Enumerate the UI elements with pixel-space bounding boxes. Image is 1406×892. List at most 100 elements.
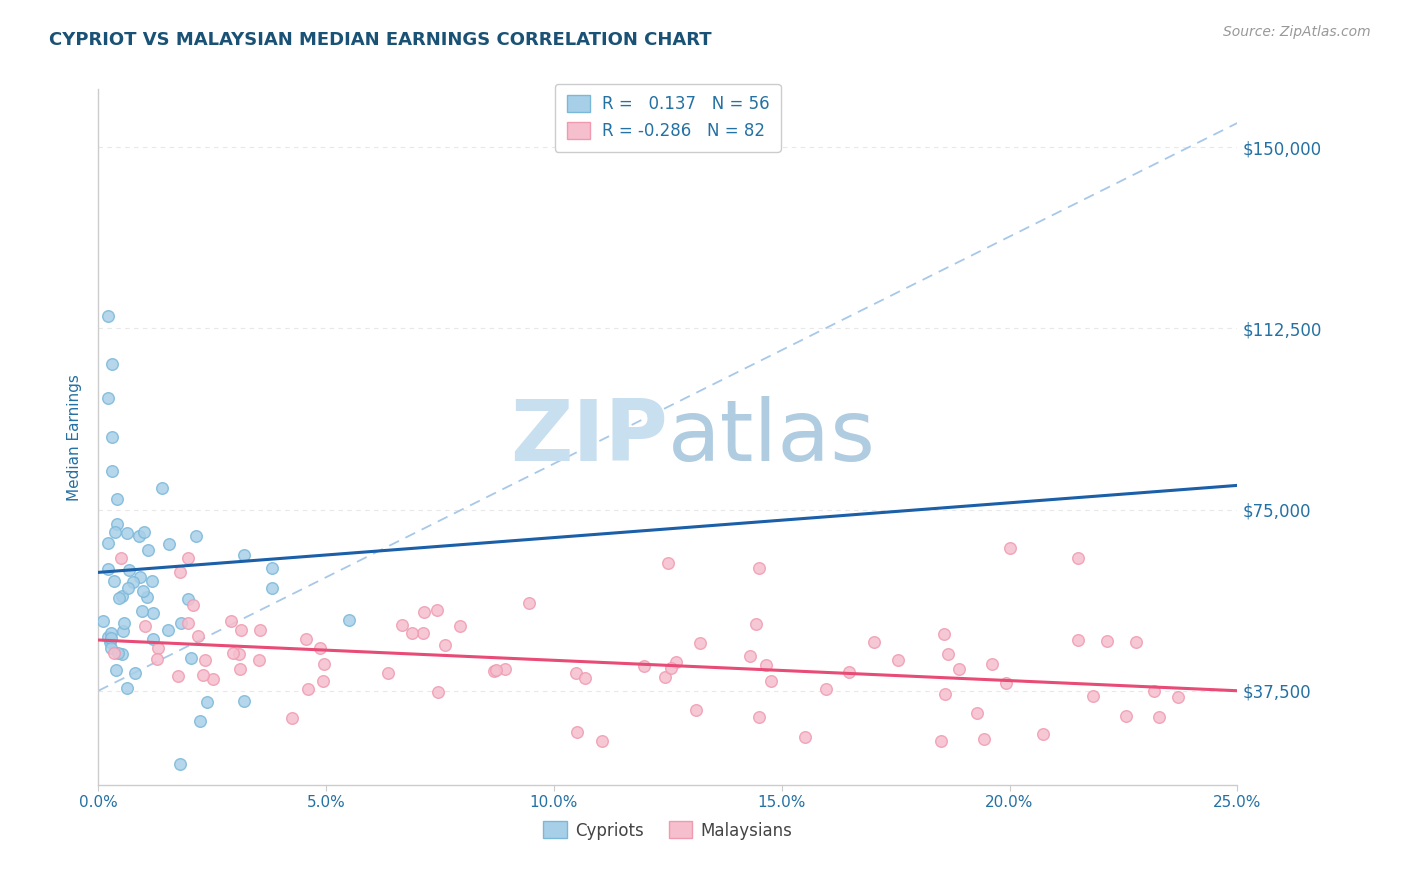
Point bbox=[685, 703, 707, 717]
Point bbox=[91, 840, 114, 855]
Point bbox=[312, 657, 335, 672]
Point bbox=[141, 606, 163, 620]
Point bbox=[485, 663, 508, 677]
Point bbox=[591, 734, 613, 748]
Point bbox=[136, 543, 159, 558]
Point bbox=[142, 632, 165, 647]
Point bbox=[449, 619, 471, 633]
Point bbox=[100, 640, 122, 655]
Point bbox=[484, 665, 506, 679]
Point bbox=[150, 481, 173, 495]
Text: Source: ZipAtlas.com: Source: ZipAtlas.com bbox=[1223, 25, 1371, 39]
Point bbox=[980, 657, 1002, 671]
Point bbox=[229, 662, 252, 676]
Point bbox=[100, 631, 122, 645]
Point bbox=[184, 529, 207, 543]
Point bbox=[115, 526, 138, 541]
Point bbox=[574, 671, 596, 685]
Point bbox=[337, 614, 360, 628]
Point bbox=[966, 706, 988, 720]
Point bbox=[96, 309, 118, 323]
Point bbox=[887, 653, 910, 667]
Point bbox=[1067, 550, 1090, 565]
Point bbox=[104, 524, 127, 539]
Point bbox=[565, 666, 588, 681]
Point bbox=[115, 681, 138, 696]
Point bbox=[401, 626, 423, 640]
Point bbox=[219, 614, 242, 628]
Text: CYPRIOT VS MALAYSIAN MEDIAN EARNINGS CORRELATION CHART: CYPRIOT VS MALAYSIAN MEDIAN EARNINGS COR… bbox=[49, 31, 711, 49]
Point bbox=[97, 561, 120, 575]
Point bbox=[112, 616, 135, 631]
Point bbox=[157, 624, 180, 638]
Point bbox=[167, 669, 190, 683]
Point bbox=[1166, 690, 1188, 704]
Point bbox=[689, 636, 711, 650]
Point bbox=[793, 730, 815, 744]
Point bbox=[654, 670, 676, 684]
Point bbox=[145, 652, 167, 666]
Point bbox=[177, 616, 200, 631]
Point bbox=[661, 660, 683, 674]
Point bbox=[132, 525, 155, 540]
Point bbox=[738, 648, 761, 663]
Point bbox=[312, 673, 335, 688]
Point bbox=[309, 640, 332, 655]
Point bbox=[177, 551, 200, 566]
Point bbox=[657, 556, 679, 570]
Text: atlas: atlas bbox=[668, 395, 876, 479]
Point bbox=[934, 687, 956, 701]
Point bbox=[96, 391, 118, 405]
Point bbox=[633, 659, 655, 673]
Y-axis label: Median Earnings: Median Earnings bbox=[67, 374, 83, 500]
Point bbox=[131, 604, 153, 618]
Point bbox=[105, 516, 128, 531]
Point bbox=[111, 589, 134, 603]
Point bbox=[434, 638, 457, 652]
Point bbox=[105, 492, 128, 507]
Point bbox=[748, 710, 770, 724]
Point bbox=[100, 625, 122, 640]
Point bbox=[260, 581, 283, 595]
Point bbox=[948, 662, 970, 676]
Point bbox=[665, 655, 688, 669]
Point bbox=[377, 666, 399, 681]
Point bbox=[134, 619, 156, 633]
Point bbox=[97, 630, 120, 644]
Point bbox=[202, 672, 225, 686]
Point bbox=[96, 536, 118, 550]
Point bbox=[117, 581, 139, 595]
Point bbox=[146, 641, 169, 656]
Point bbox=[188, 714, 211, 729]
Text: ZIP: ZIP bbox=[510, 395, 668, 479]
Point bbox=[128, 570, 150, 584]
Point bbox=[108, 591, 131, 606]
Point bbox=[1143, 684, 1166, 698]
Point bbox=[998, 541, 1021, 556]
Point bbox=[936, 648, 959, 662]
Point bbox=[426, 603, 449, 617]
Point bbox=[157, 537, 180, 551]
Point bbox=[932, 627, 955, 641]
Point bbox=[101, 464, 124, 478]
Point bbox=[193, 668, 215, 682]
Point bbox=[297, 681, 319, 696]
Point bbox=[110, 648, 132, 662]
Point bbox=[111, 624, 134, 639]
Point bbox=[169, 566, 191, 580]
Point bbox=[103, 574, 125, 588]
Point bbox=[101, 357, 124, 371]
Point bbox=[295, 632, 318, 647]
Point bbox=[107, 646, 129, 660]
Point bbox=[1032, 727, 1054, 741]
Point bbox=[413, 606, 436, 620]
Point bbox=[181, 599, 204, 613]
Point bbox=[748, 560, 770, 574]
Point bbox=[1066, 632, 1088, 647]
Point bbox=[260, 561, 283, 575]
Point bbox=[228, 647, 250, 661]
Point bbox=[1083, 690, 1105, 704]
Point bbox=[973, 731, 995, 746]
Point bbox=[1125, 635, 1147, 649]
Point bbox=[494, 662, 516, 676]
